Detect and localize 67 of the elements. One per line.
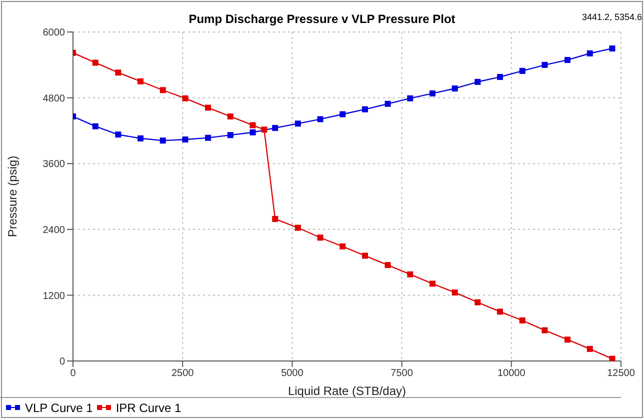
point (182, 95, 188, 102)
point (609, 356, 616, 361)
x-tick-label: 2500 (171, 368, 194, 380)
point (317, 234, 324, 241)
point (272, 216, 278, 222)
x-tick-label: 5000 (281, 368, 304, 380)
point (340, 243, 346, 250)
legend-label: IPR Curve 1 (116, 401, 182, 415)
point (564, 336, 571, 343)
point (452, 289, 458, 296)
point (519, 68, 526, 74)
point (384, 262, 391, 268)
point (564, 56, 571, 63)
point (429, 280, 436, 287)
chart-title: Pump Discharge Pressure v VLP Pressure Plot (188, 12, 456, 26)
point (160, 138, 166, 144)
point (542, 327, 548, 334)
point (261, 126, 268, 133)
x-tick-label: 10000 (497, 368, 526, 380)
point (160, 87, 166, 94)
point (294, 120, 301, 127)
point (272, 124, 278, 131)
point (519, 317, 526, 324)
point (497, 74, 503, 80)
x-tick-label: 7500 (390, 368, 414, 380)
point (294, 224, 301, 231)
point (227, 113, 234, 120)
y-tick-label: 2400 (42, 224, 66, 236)
y-tick-label: 4800 (42, 93, 66, 104)
point (317, 116, 324, 122)
point (362, 252, 368, 259)
point (250, 122, 256, 128)
point (138, 78, 144, 84)
point (92, 123, 98, 130)
point (474, 78, 481, 85)
y-tick-label: 1200 (42, 290, 66, 302)
x-axis-title: Liquid Rate (STB/day) (288, 384, 406, 398)
point (205, 104, 212, 111)
point (452, 85, 458, 92)
point (407, 95, 414, 102)
point (474, 299, 481, 306)
point (115, 70, 122, 76)
x-tick-label: 0 (70, 368, 76, 380)
point (384, 100, 391, 107)
point (362, 106, 368, 112)
point (586, 50, 593, 56)
point (497, 308, 503, 315)
point (182, 136, 188, 142)
x-tick-label: 12500 (607, 368, 636, 380)
y-tick-label: 0 (59, 356, 66, 368)
point (138, 135, 144, 142)
y-tick-label: 6000 (42, 28, 66, 39)
y-axis-title: Pressure (psig) (5, 156, 20, 238)
point (407, 271, 414, 278)
point (340, 111, 346, 118)
point (542, 62, 548, 68)
point (205, 134, 212, 141)
point (227, 132, 234, 138)
text: 3441.2, 5354.6 (582, 12, 642, 22)
point (586, 346, 593, 352)
point (250, 129, 256, 136)
point (115, 132, 122, 138)
point (609, 45, 616, 52)
point (92, 60, 98, 66)
legend-label: VLP Curve 1 (25, 401, 93, 415)
point (429, 90, 436, 96)
y-tick-label: 3600 (42, 159, 66, 170)
